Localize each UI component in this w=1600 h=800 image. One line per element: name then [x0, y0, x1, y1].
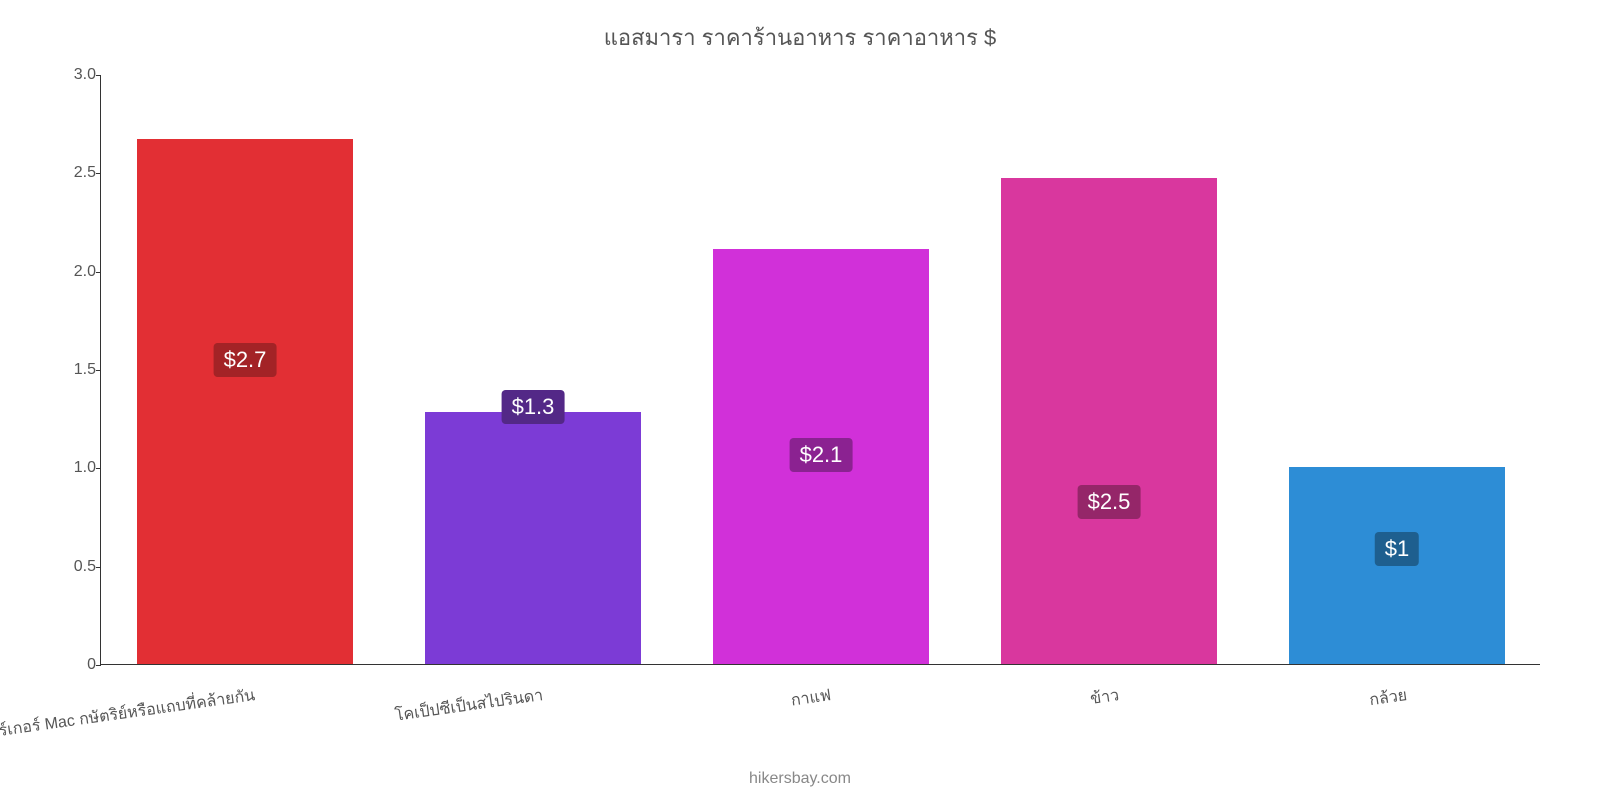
y-tick-label: 2.5 [56, 164, 96, 182]
bar [1001, 178, 1217, 664]
bar-value-label: $1.3 [502, 390, 565, 424]
bar [425, 412, 641, 664]
x-category-label: กาแฟ [789, 683, 832, 713]
bar-value-label: $2.1 [790, 438, 853, 472]
y-tick-mark [96, 370, 101, 371]
attribution-text: hikersbay.com [749, 770, 851, 788]
bar-value-label: $2.7 [214, 343, 277, 377]
bar-value-label: $2.5 [1078, 485, 1141, 519]
y-tick-label: 1.5 [56, 361, 96, 379]
chart-container: 00.51.01.52.02.53.0$2.7เบอร์เกอร์ Mac กษ… [70, 60, 1550, 700]
plot-area: 00.51.01.52.02.53.0$2.7เบอร์เกอร์ Mac กษ… [100, 75, 1540, 665]
chart-title: แอสมารา ราคาร้านอาหาร ราคาอาหาร $ [0, 0, 1600, 65]
y-tick-label: 3.0 [56, 66, 96, 84]
y-tick-mark [96, 567, 101, 568]
y-tick-label: 2.0 [56, 263, 96, 281]
y-tick-mark [96, 272, 101, 273]
x-category-label: ข้าว [1089, 683, 1121, 712]
x-category-label: โคเป็ปซีเป็นสไปรินดา [393, 683, 544, 729]
x-category-label: เบอร์เกอร์ Mac กษัตริย์หรือแถบที่คล้ายกั… [0, 683, 257, 747]
y-tick-label: 0 [56, 656, 96, 674]
bar [137, 139, 353, 664]
y-tick-label: 0.5 [56, 558, 96, 576]
y-tick-mark [96, 173, 101, 174]
y-tick-label: 1.0 [56, 459, 96, 477]
y-tick-mark [96, 665, 101, 666]
y-tick-mark [96, 75, 101, 76]
bar-value-label: $1 [1375, 532, 1419, 566]
y-tick-mark [96, 468, 101, 469]
x-category-label: กล้วย [1368, 683, 1409, 713]
